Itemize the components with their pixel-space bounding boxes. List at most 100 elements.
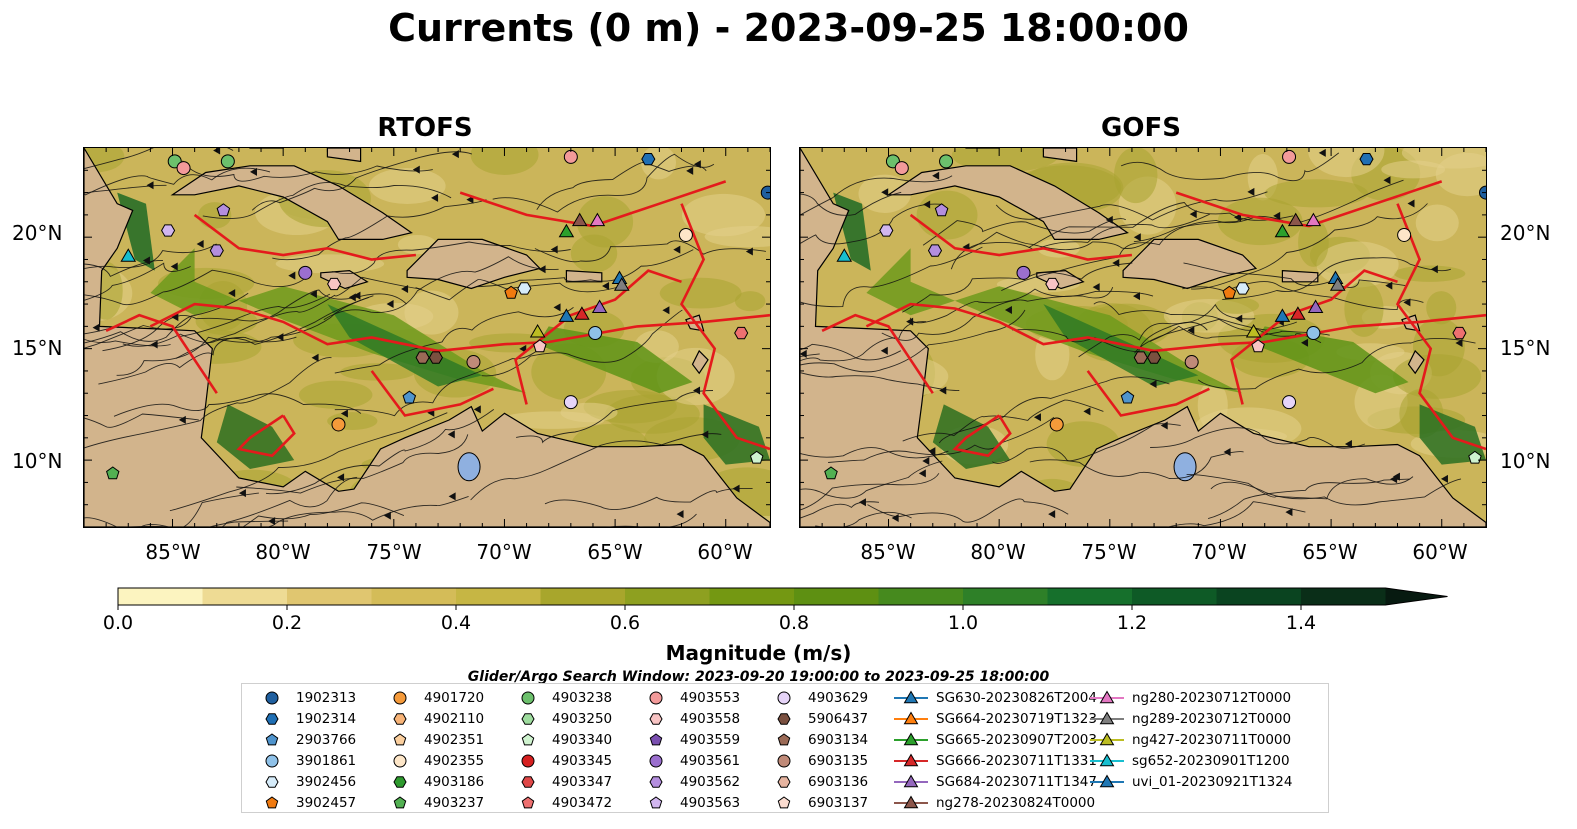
streamline-arrow — [353, 291, 361, 300]
legend-marker-icon — [393, 754, 407, 768]
streamline-arrow — [1407, 199, 1415, 208]
float-marker — [106, 466, 120, 480]
legend-label: 4903340 — [552, 731, 613, 748]
streamline — [1012, 321, 1208, 353]
float-marker — [533, 339, 547, 353]
legend-marker-icon — [649, 733, 663, 746]
colorbar-segment — [794, 588, 879, 605]
colorbar-segment — [287, 588, 372, 605]
streamline — [1222, 257, 1451, 300]
panel-title-rtofs: RTOFS — [377, 113, 473, 143]
current-speed-patch — [1393, 354, 1482, 399]
streamline-arrow — [1133, 233, 1141, 242]
colorbar-segment — [625, 588, 710, 605]
legend-marker-icon — [894, 795, 928, 808]
current-speed-patch — [734, 291, 766, 312]
lon-label-65w-left: 65°W — [587, 540, 643, 564]
boundary-line — [821, 313, 934, 394]
glider-marker — [1274, 308, 1291, 322]
streamline — [476, 249, 694, 288]
legend-marker-icon — [265, 754, 279, 768]
panel-title-gofs: GOFS — [1101, 113, 1181, 143]
streamline-arrow — [268, 517, 276, 526]
streamline — [470, 433, 722, 501]
streamline-arrow — [906, 317, 914, 326]
legend-triangle-icon — [1099, 690, 1115, 704]
streamline — [1133, 179, 1404, 243]
float-marker — [331, 417, 346, 432]
legend-label: 6903134 — [808, 731, 869, 748]
float-marker — [1147, 351, 1162, 364]
streamline — [902, 399, 1104, 442]
colorbar-segment — [371, 588, 457, 605]
streamline — [169, 412, 448, 512]
legend-marker-icon — [649, 713, 663, 725]
streamline — [881, 286, 1114, 341]
float-marker — [1133, 351, 1148, 364]
float-marker — [939, 154, 954, 169]
streamline-arrow — [288, 271, 296, 280]
streamline-arrow — [1223, 448, 1231, 457]
land-mass — [800, 148, 1486, 527]
streamline — [84, 357, 332, 449]
colorbar-tick-3: 0.6 — [609, 612, 641, 634]
streamline — [331, 241, 571, 274]
glider-marker — [574, 306, 590, 320]
current-speed-patch — [656, 347, 735, 406]
legend-label: 6903137 — [808, 794, 869, 811]
float-marker — [734, 326, 749, 340]
legend-marker-icon — [894, 753, 928, 766]
colorbar-tick-7: 1.4 — [1285, 612, 1317, 634]
colorbar-segment — [118, 588, 203, 605]
streamline — [828, 416, 1055, 463]
boundary-line — [952, 414, 1012, 458]
float-marker — [1452, 326, 1467, 340]
float-marker — [1016, 265, 1031, 280]
legend-pentagon-icon — [777, 795, 791, 808]
legend-triangle-icon — [903, 795, 919, 808]
float-marker — [1397, 227, 1412, 242]
glider-marker — [591, 299, 608, 313]
legend-label: 4903347 — [552, 773, 613, 790]
legend-marker-icon — [1090, 753, 1124, 766]
legend-hexagon-icon — [777, 713, 791, 725]
streamline-arrow — [311, 353, 319, 362]
streamline — [113, 393, 362, 417]
lon-label-60w-left: 60°W — [697, 540, 753, 564]
float-marker — [1282, 395, 1297, 410]
current-speed-patch — [605, 394, 700, 434]
streamline-arrow — [932, 171, 940, 180]
streamline-arrow — [1033, 413, 1041, 422]
streamline — [922, 218, 1127, 246]
float-marker — [934, 203, 949, 217]
streamline-arrow — [146, 181, 154, 190]
current-speed-patch — [681, 193, 766, 237]
legend-circle-icon — [265, 754, 279, 768]
legend-label: 5906437 — [808, 710, 869, 727]
strong-current-band — [1253, 326, 1409, 394]
streamline — [84, 167, 271, 196]
streamline — [1183, 262, 1406, 288]
lon-label-80w-left: 80°W — [255, 540, 311, 564]
float-marker — [588, 326, 603, 341]
streamline-arrow — [923, 200, 931, 209]
legend-label: 4903237 — [424, 794, 485, 811]
float-marker — [563, 395, 578, 410]
lake-maracaibo — [457, 452, 481, 482]
float-marker — [327, 277, 342, 291]
legend-triangle-icon — [903, 711, 919, 725]
colorbar-segment — [709, 588, 795, 605]
float-marker — [1359, 153, 1374, 166]
streamline — [140, 476, 358, 527]
colorbar-tick-6: 1.2 — [1116, 612, 1148, 634]
streamline-arrow — [1160, 421, 1168, 430]
float-marker — [879, 224, 894, 237]
current-speed-patch — [1435, 152, 1486, 197]
figure-title: Currents (0 m) - 2023-09-25 18:00:00 — [388, 6, 1189, 50]
streamline-arrow — [348, 293, 356, 302]
land-mass — [170, 165, 413, 241]
streamline — [800, 175, 953, 216]
lon-label-65w-right: 65°W — [1302, 540, 1358, 564]
streamline-arrow — [891, 513, 899, 522]
streamline — [950, 213, 1210, 270]
